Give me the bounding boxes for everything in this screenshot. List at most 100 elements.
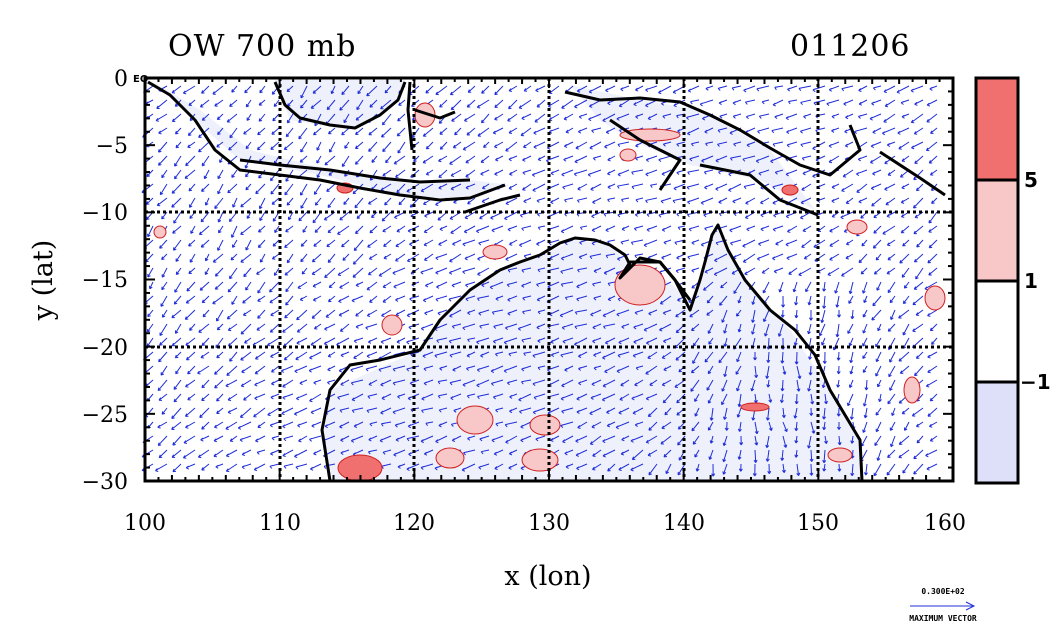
wind-vector: [383, 253, 392, 260]
wind-vector: [353, 337, 364, 344]
wind-vector: [435, 295, 448, 302]
wind-vector: [926, 463, 938, 471]
wind-vector: [828, 141, 840, 148]
wind-vector: [240, 323, 252, 335]
wind-vector: [808, 365, 813, 376]
wind-vector: [504, 421, 518, 428]
wind-vector: [157, 435, 168, 446]
wind-vector: [928, 225, 938, 233]
wind-vector: [411, 127, 420, 139]
wind-vector: [912, 197, 924, 209]
wind-vector: [174, 351, 182, 359]
wind-vector: [872, 127, 882, 134]
wind-vector: [517, 323, 532, 331]
wind-vector: [254, 393, 266, 401]
wind-vector: [899, 253, 910, 264]
wind-vector: [754, 365, 759, 378]
wind-vector: [450, 99, 462, 111]
wind-vector: [214, 379, 224, 389]
wind-vector: [175, 365, 182, 375]
wind-vector: [341, 127, 350, 136]
wind-vector: [901, 155, 910, 162]
wind-vector: [479, 435, 490, 442]
wind-vector: [340, 351, 350, 358]
colorbar: 5 1 −1: [974, 76, 1051, 485]
wind-vector: [772, 99, 784, 107]
wind-vector: [214, 421, 224, 429]
wind-vector: [929, 393, 938, 402]
wind-vector: [225, 421, 238, 431]
wind-vector: [214, 365, 224, 375]
wind-vector: [707, 323, 714, 334]
wind-vector: [365, 323, 378, 330]
wind-vector: [327, 365, 336, 372]
wind-vector: [620, 85, 630, 92]
wind-vector: [560, 421, 574, 428]
wind-vector: [326, 99, 336, 111]
wind-vector: [495, 407, 504, 413]
wind-vector: [508, 85, 518, 92]
wind-vector: [665, 463, 672, 475]
wind-vector: [244, 337, 252, 344]
wind-vector: [449, 85, 462, 96]
wind-vector: [518, 99, 532, 109]
wind-vector: [425, 281, 434, 288]
wind-vector: [560, 281, 574, 287]
wind-vector: [313, 239, 322, 247]
wind-vector: [721, 379, 728, 392]
wind-vector: [242, 295, 252, 304]
wind-vector: [314, 225, 322, 233]
wind-vector: [253, 463, 266, 472]
wind-vector: [450, 169, 462, 177]
wind-vector: [466, 365, 476, 371]
wind-vector: [869, 113, 882, 121]
wind-vector: [423, 449, 434, 456]
wind-vector: [491, 225, 504, 233]
wind-vector: [367, 267, 378, 276]
wind-vector: [231, 295, 238, 305]
wind-vector: [752, 463, 757, 477]
wind-vector: [751, 295, 756, 305]
wind-vector: [157, 379, 168, 392]
wind-vector: [467, 309, 476, 315]
wind-vector: [772, 183, 784, 190]
wind-vector: [549, 127, 560, 134]
wind-vector: [495, 421, 504, 427]
wind-vector: [593, 295, 602, 301]
wind-vector: [258, 197, 266, 210]
wind-vector: [677, 421, 686, 430]
wind-vector: [647, 449, 658, 457]
wind-vector: [592, 323, 602, 330]
wind-vector: [354, 141, 364, 149]
wind-vector: [438, 239, 448, 246]
wind-vector: [337, 267, 350, 277]
wind-vector: [575, 141, 588, 150]
wind-vector: [269, 281, 280, 293]
wind-vector: [869, 155, 882, 164]
wind-vector: [634, 421, 644, 427]
wind-vector: [350, 379, 364, 386]
wind-vector: [801, 239, 812, 248]
wind-vector: [704, 183, 714, 190]
wind-vector: [395, 169, 406, 178]
wind-vector: [621, 225, 630, 231]
wind-vector: [663, 365, 672, 372]
wind-vector: [507, 295, 518, 302]
wind-vector: [384, 197, 392, 206]
wind-vector: [873, 463, 882, 477]
coast-gulf-outline: [618, 260, 692, 301]
wind-vector: [928, 421, 938, 428]
wind-vector: [563, 155, 574, 162]
wind-vector: [834, 281, 840, 294]
wind-vector: [691, 323, 700, 331]
wind-vector: [240, 253, 252, 263]
wind-vector: [173, 393, 182, 403]
wind-vector: [714, 253, 728, 263]
wind-vector: [927, 407, 938, 417]
wind-vector: [723, 407, 728, 420]
wind-vector: [339, 323, 350, 332]
wind-vector: [730, 239, 742, 246]
wind-vector: [898, 435, 910, 445]
wind-vector: [690, 141, 700, 147]
wind-vector: [522, 183, 532, 191]
